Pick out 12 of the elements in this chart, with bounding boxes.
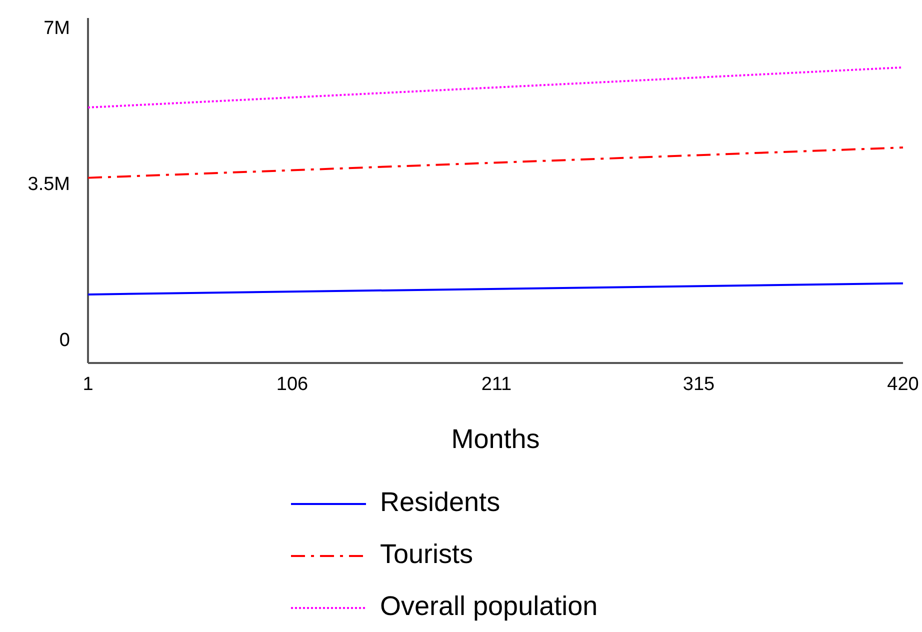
x-tick-label: 420 [887, 374, 919, 395]
x-tick-label: 1 [82, 374, 94, 395]
x-tick-label: 106 [276, 374, 308, 395]
y-tick-label: 3.5M [28, 174, 70, 195]
legend-label: Overall population [380, 591, 598, 622]
x-axis-title: Months [451, 424, 540, 454]
legend-label: Residents [380, 487, 500, 518]
legend-label: Tourists [380, 539, 474, 570]
y-tick-label: 7M [44, 18, 70, 40]
x-tick-label: 315 [682, 374, 715, 395]
x-tick-label: 211 [481, 374, 512, 395]
y-tick-label: 0 [59, 330, 70, 351]
